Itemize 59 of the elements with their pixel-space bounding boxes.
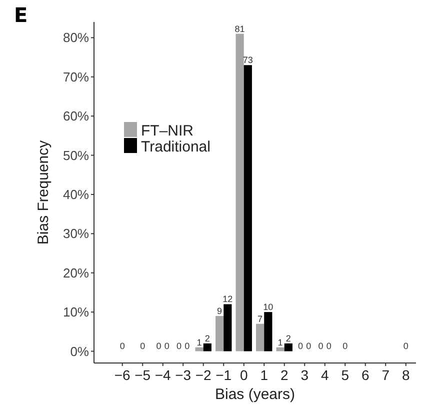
x-tick-label: 8	[402, 367, 410, 383]
bar	[244, 65, 252, 352]
x-tick-label: 1	[260, 367, 268, 383]
data-label: 0	[184, 341, 190, 352]
legend-label: Traditional	[141, 138, 210, 156]
data-label: 2	[204, 333, 210, 344]
chart-title: E	[14, 3, 28, 27]
data-label: 81	[234, 24, 245, 34]
y-tick-label: 30%	[62, 226, 90, 242]
bar	[236, 34, 244, 352]
data-label: 0	[298, 341, 304, 352]
data-label: 0	[342, 341, 348, 352]
data-label: 73	[242, 55, 253, 66]
bar	[284, 343, 292, 352]
bar	[264, 312, 272, 352]
data-label: 1	[196, 337, 202, 348]
x-tick-label: −1	[216, 367, 232, 383]
x-tick-label: 5	[341, 367, 350, 383]
bar	[216, 316, 224, 352]
data-label: 0	[176, 341, 182, 352]
bar	[203, 343, 212, 352]
x-tick-label: 4	[320, 367, 329, 383]
x-tick-label: −4	[154, 367, 172, 383]
x-tick-label: −5	[134, 367, 151, 383]
data-label: 7	[258, 314, 263, 324]
y-tick-label: 10%	[62, 304, 90, 320]
x-tick-label: 6	[361, 367, 370, 383]
x-tick-label: 0	[240, 367, 248, 383]
data-label: 0	[164, 341, 170, 352]
data-label: 2	[286, 333, 291, 344]
y-axis-title: Bias Frequency	[35, 140, 52, 245]
y-tick-label: 40%	[62, 187, 90, 202]
y-tick-label: 70%	[62, 69, 90, 84]
data-label: 0	[403, 341, 408, 352]
data-label: 12	[222, 294, 233, 304]
y-tick-label: 0%	[70, 344, 90, 359]
x-tick-label: 2	[280, 367, 288, 383]
legend-label: FT–NIR	[141, 122, 194, 140]
x-tick-label: 3	[300, 367, 309, 383]
data-label: 9	[217, 306, 222, 316]
y-tick-label: 80%	[62, 30, 90, 46]
y-tick-label: 50%	[62, 148, 90, 163]
bar	[224, 304, 232, 352]
data-label: 0	[140, 341, 146, 352]
data-label: 0	[326, 341, 332, 352]
y-tick-label: 60%	[62, 108, 90, 124]
bar	[256, 324, 264, 352]
x-tick-label: −3	[175, 367, 192, 383]
x-tick-label: −6	[114, 367, 131, 383]
x-tick-label: 7	[382, 367, 390, 383]
data-label: 0	[318, 341, 324, 352]
data-label: 0	[120, 341, 125, 352]
data-label: 1	[278, 337, 283, 348]
data-label: 0	[306, 341, 312, 352]
x-axis-title: Bias (years)	[214, 386, 296, 403]
data-label: 10	[263, 302, 274, 312]
x-tick-label: −2	[195, 367, 212, 383]
y-tick-label: 20%	[62, 265, 90, 280]
data-label: 0	[156, 341, 162, 352]
